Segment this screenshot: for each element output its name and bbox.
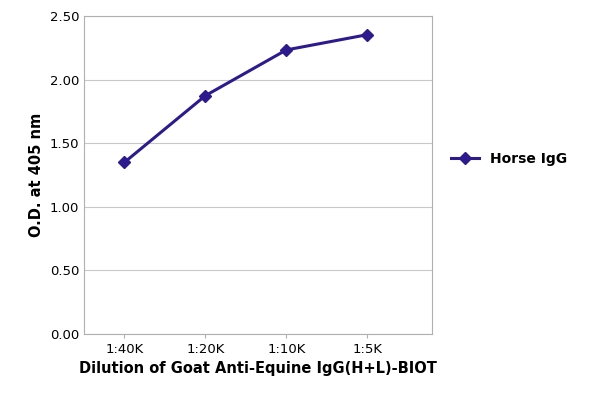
Horse IgG: [202, 93, 209, 98]
X-axis label: Dilution of Goat Anti-Equine IgG(H+L)-BIOT: Dilution of Goat Anti-Equine IgG(H+L)-BI…: [79, 361, 437, 376]
Horse IgG: [364, 32, 371, 37]
Horse IgG: [121, 160, 128, 165]
Horse IgG: [283, 48, 290, 53]
Legend: Horse IgG: Horse IgG: [446, 147, 573, 172]
Y-axis label: O.D. at 405 nm: O.D. at 405 nm: [29, 113, 44, 237]
Line: Horse IgG: Horse IgG: [120, 31, 371, 166]
